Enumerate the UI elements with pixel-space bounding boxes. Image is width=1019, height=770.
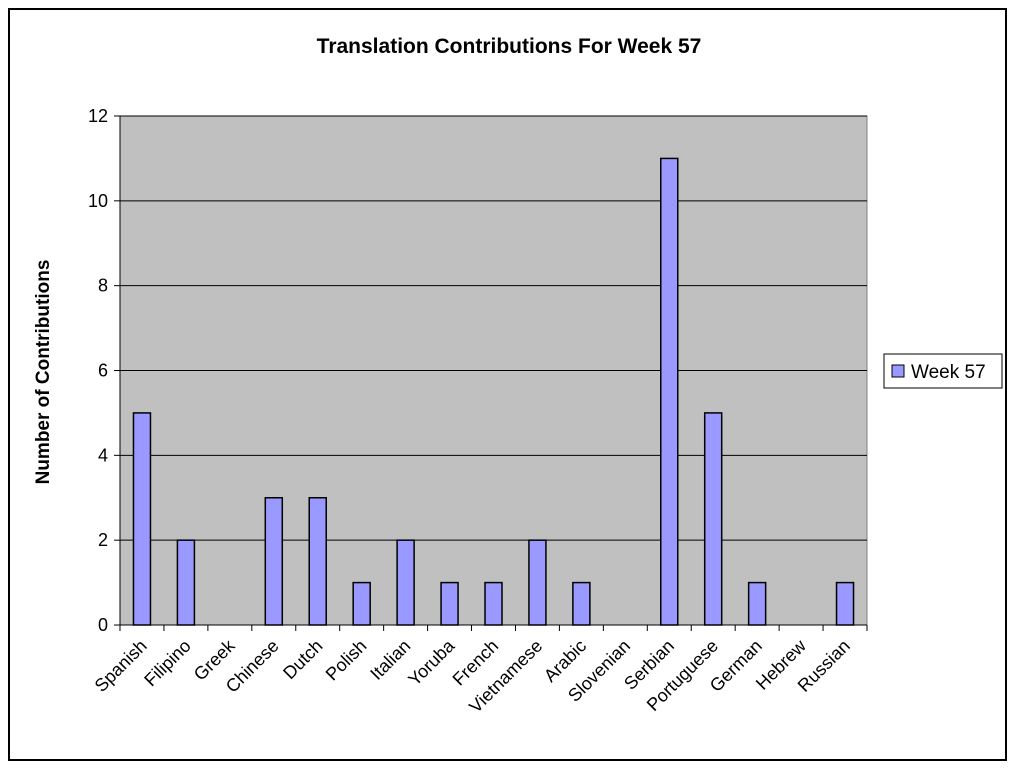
bar-italian	[396, 539, 415, 626]
bar-dutch	[308, 497, 327, 626]
bar-french	[484, 581, 503, 626]
bar-vietnamese	[528, 539, 547, 626]
bar-serbian	[660, 157, 679, 626]
bar-chinese	[264, 497, 284, 626]
bar-spanish	[132, 412, 152, 626]
y-tick-label: 4	[98, 445, 108, 465]
x-tick-label: Polish	[322, 636, 371, 685]
bar-russian	[835, 581, 855, 626]
bar-arabic	[572, 581, 591, 626]
gridlines	[120, 115, 867, 541]
y-tick-label: 6	[98, 361, 108, 381]
y-tick-label: 10	[88, 191, 108, 211]
x-ticks: SpanishFilipinoGreekChineseDutchPolishIt…	[91, 625, 868, 717]
y-ticks: 0 2 4 6 8 10 12	[88, 106, 120, 635]
legend: Week 57	[883, 353, 1003, 389]
bar-portuguese	[703, 412, 723, 626]
bar-polish	[352, 581, 371, 626]
y-tick-label: 8	[98, 276, 108, 296]
bar-yoruba	[440, 581, 459, 626]
y-axis-label: Number of Contributions	[33, 260, 54, 485]
bar-german	[747, 581, 767, 626]
chart-title: Translation Contributions For Week 57	[317, 35, 702, 58]
legend-swatch	[891, 364, 905, 378]
bars	[132, 157, 855, 626]
x-tick-label: Filipino	[140, 636, 194, 690]
x-tick-label: Spanish	[91, 636, 151, 696]
y-tick-label: 12	[88, 106, 108, 126]
bar-filipino	[176, 539, 196, 626]
y-tick-label: 0	[98, 615, 108, 635]
x-tick-label: Yoruba	[404, 635, 459, 690]
x-tick-label: Dutch	[279, 636, 326, 683]
y-tick-label: 2	[98, 530, 108, 550]
legend-label: Week 57	[911, 362, 986, 383]
